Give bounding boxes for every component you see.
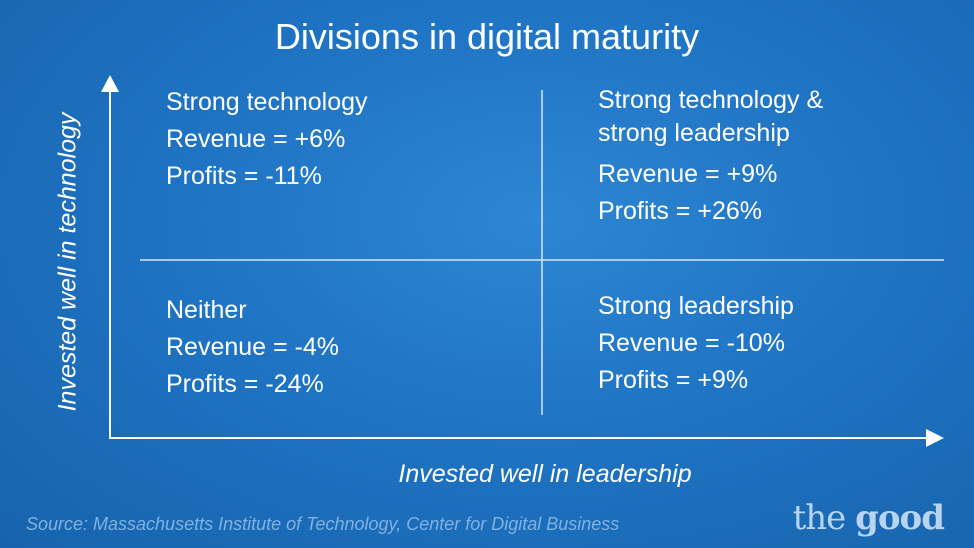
quadrant-bottom-left: Neither Revenue = -4% Profits = -24% xyxy=(166,292,339,403)
quadrant-top-left: Strong technology Revenue = +6% Profits … xyxy=(166,84,368,195)
quadrant-heading-line2: strong leadership xyxy=(598,119,790,147)
brand-logo: the good xyxy=(792,498,945,538)
x-axis-arrow-icon xyxy=(926,429,944,447)
profits-value: Profits = +26% xyxy=(598,197,762,225)
y-axis-label: Invested well in technology xyxy=(53,112,82,412)
quadrant-heading: Neither xyxy=(166,296,247,324)
quadrant-bottom-right: Strong leadership Revenue = -10% Profits… xyxy=(598,288,794,399)
page-title: Divisions in digital maturity xyxy=(274,16,700,57)
x-axis-label: Invested well in leadership xyxy=(398,460,692,488)
y-axis-arrow-icon xyxy=(101,75,119,92)
quadrant-heading: Strong leadership xyxy=(598,292,794,320)
profits-value: Profits = -24% xyxy=(166,370,324,398)
profits-value: Profits = -11% xyxy=(166,162,322,190)
revenue-value: Revenue = +6% xyxy=(166,125,346,153)
brand-the: the xyxy=(792,498,847,538)
quadrant-heading-line1: Strong technology & xyxy=(598,86,824,114)
profits-value: Profits = +9% xyxy=(598,366,749,394)
revenue-value: Revenue = +9% xyxy=(598,160,778,188)
revenue-value: Revenue = -4% xyxy=(166,333,340,361)
quadrant-top-right: Strong technology & strong leadership Re… xyxy=(598,84,823,230)
brand-good: good xyxy=(855,498,945,538)
revenue-value: Revenue = -10% xyxy=(598,329,785,357)
source-note: Source: Massachusetts Institute of Techn… xyxy=(26,514,620,534)
quadrant-heading: Strong technology xyxy=(166,88,368,116)
